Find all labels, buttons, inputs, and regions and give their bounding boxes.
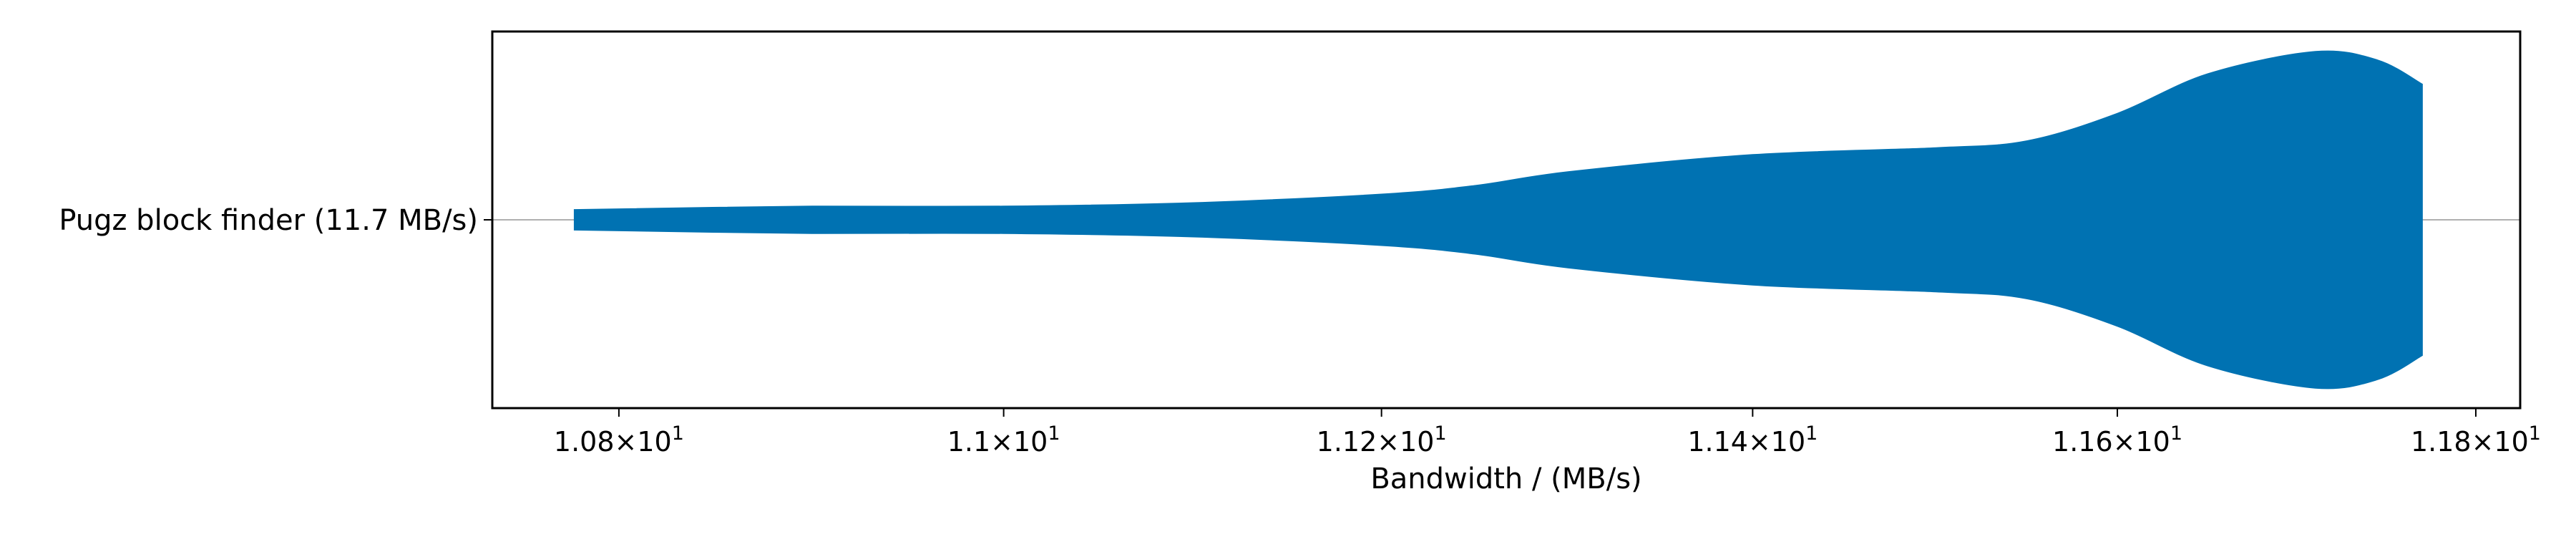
category-label: Pugz block finder (11.7 MB/s): [59, 204, 478, 237]
x-tick-label: 1.08×101: [554, 422, 684, 458]
x-axis: 1.08×101 1.1×101 1.12×101 1.14×101 1.16×101 1…: [554, 408, 2541, 458]
x-axis-label: Bandwidth / (MB/s): [1370, 463, 1641, 495]
x-tick-label: 1.18×101: [2411, 422, 2541, 458]
plot-area: [491, 30, 2522, 410]
x-tick-label: 1.16×101: [2052, 422, 2182, 458]
x-tick-label: 1.12×101: [1317, 422, 1447, 458]
violin-body: [573, 50, 2423, 390]
x-tick-label: 1.14×101: [1687, 422, 1818, 458]
y-axis: Pugz block finder (11.7 MB/s): [59, 204, 492, 237]
x-tick-label: 1.1×101: [947, 422, 1060, 458]
